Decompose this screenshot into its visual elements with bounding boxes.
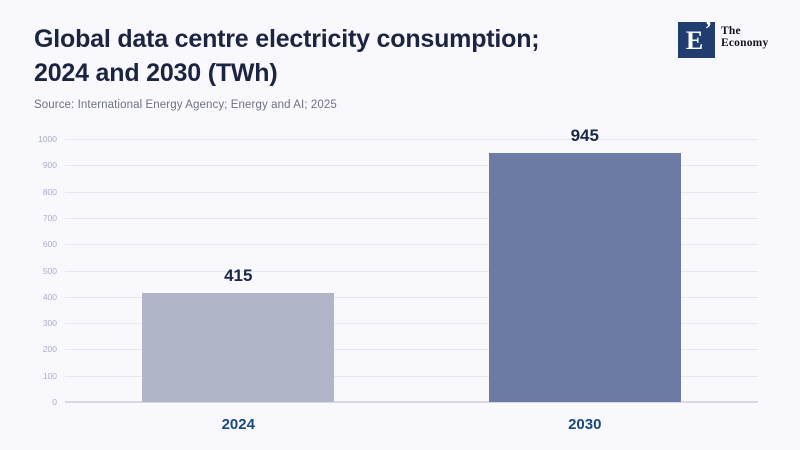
y-tick-label-800: 800: [42, 186, 57, 197]
x-axis-label-2030: 2030: [568, 416, 602, 433]
logo-monogram: E: [685, 26, 704, 55]
y-tick-label-300: 300: [42, 318, 57, 329]
y-tick-label-200: 200: [42, 344, 57, 355]
y-tick-label-500: 500: [42, 265, 57, 276]
gridline-700: [65, 217, 758, 219]
value-label-2030: 945: [570, 126, 599, 146]
gridline-500: [65, 270, 758, 272]
gridline-200: [65, 349, 758, 351]
logo-mark: E ’: [678, 16, 715, 58]
y-tick-label-1000: 1000: [38, 134, 57, 144]
x-axis-label-2024: 2024: [221, 416, 255, 433]
y-tick-label-0: 0: [52, 397, 57, 407]
page-title: Global data centre electricity consumpti…: [34, 22, 540, 90]
gridline-0: [65, 401, 758, 403]
source-note: Source: International Energy Agency; Ene…: [34, 99, 337, 111]
logo-apostrophe-icon: ’: [704, 16, 712, 41]
value-label-2024: 415: [224, 265, 253, 285]
gridline-800: [65, 191, 758, 193]
bar-2024: [142, 292, 335, 402]
logo-wordmark-line-1: The: [721, 25, 741, 37]
chart-title-line-1: Global data centre electricity consumpti…: [34, 25, 540, 53]
y-tick-label-700: 700: [42, 212, 57, 223]
gridline-900: [65, 165, 758, 167]
gridline-600: [65, 244, 758, 246]
bar-2030: [488, 153, 681, 402]
gridline-1000: [65, 139, 758, 140]
logo-wordmark: The Economy: [721, 25, 769, 49]
y-tick-label-600: 600: [42, 239, 57, 250]
brand-logo: E ’ The Economy: [678, 16, 769, 58]
y-tick-label-400: 400: [42, 291, 57, 302]
gridline-300: [65, 323, 758, 325]
chart-title-line-2: 2024 and 2030 (TWh): [34, 59, 278, 87]
y-tick-label-100: 100: [42, 370, 57, 381]
y-tick-label-900: 900: [42, 160, 57, 171]
logo-wordmark-line-2: Economy: [721, 36, 769, 49]
gridline-100: [65, 375, 758, 377]
gridline-400: [65, 296, 758, 298]
